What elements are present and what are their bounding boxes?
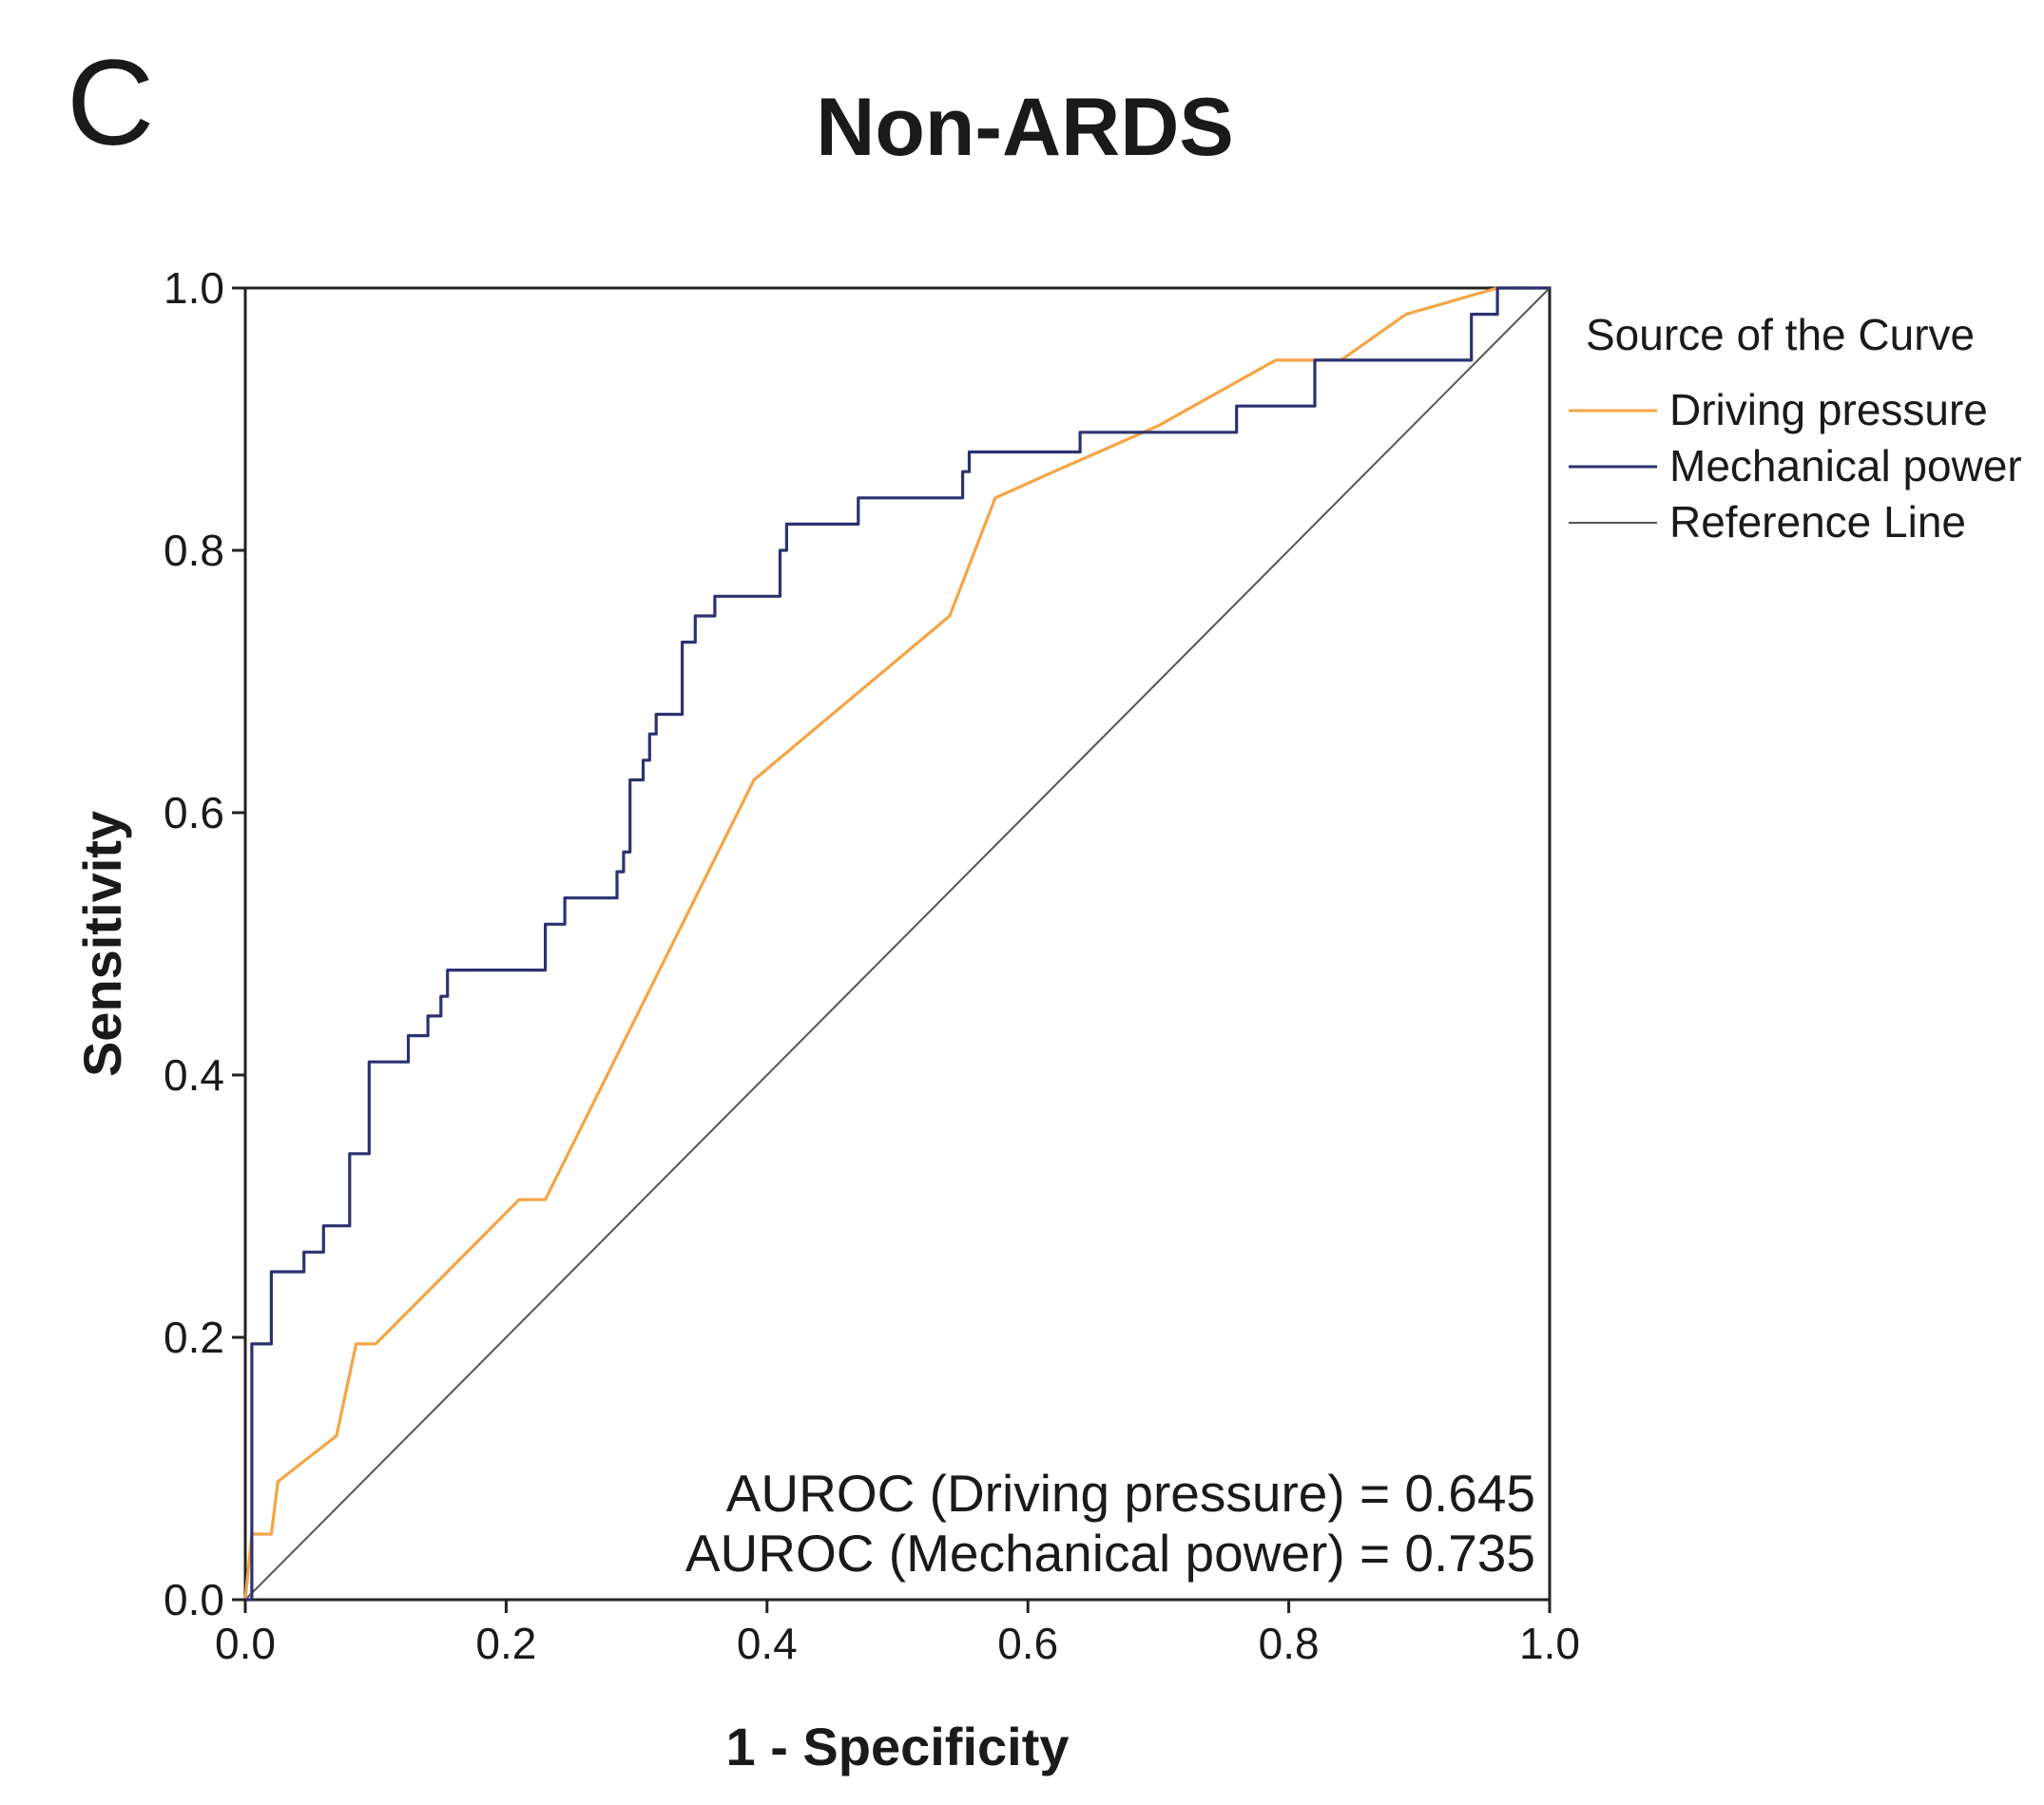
panel-label: C xyxy=(67,35,154,171)
chart-title: Non-ARDS xyxy=(816,82,1234,173)
x-tick-label: 1.0 xyxy=(1519,1619,1580,1668)
x-tick-label: 0.2 xyxy=(475,1619,536,1668)
x-tick-label: 0.6 xyxy=(997,1619,1058,1668)
y-tick-label: 0.6 xyxy=(164,788,224,837)
y-tick-label: 0.0 xyxy=(164,1575,224,1624)
auroc-mechanical-power: AUROC (Mechanical power) = 0.735 xyxy=(685,1524,1535,1583)
y-tick-label: 1.0 xyxy=(164,263,224,313)
legend-title: Source of the Curve xyxy=(1586,310,1975,359)
y-tick-label: 0.4 xyxy=(164,1050,224,1100)
y-tick-label: 0.8 xyxy=(164,526,224,575)
y-axis-label: Sensitivity xyxy=(72,811,132,1077)
plot-area: 0.0 0.2 0.4 0.6 0.8 1.0 0.0 0.2 0.4 0.6 0.8 1.0 xyxy=(164,263,1580,1668)
plot-frame xyxy=(243,286,1552,1602)
series-layer xyxy=(243,286,1551,1602)
x-axis-label: 1 - Specificity xyxy=(725,1717,1069,1776)
legend-entry-mechanical-power: Mechanical power xyxy=(1669,441,2022,490)
x-axis: 0.0 0.2 0.4 0.6 0.8 1.0 xyxy=(215,1600,1580,1668)
auroc-driving-pressure: AUROC (Driving pressure) = 0.645 xyxy=(726,1464,1535,1523)
x-tick-label: 0.8 xyxy=(1259,1619,1320,1668)
y-axis: 0.0 0.2 0.4 0.6 0.8 1.0 xyxy=(164,263,245,1624)
x-tick-label: 0.0 xyxy=(215,1619,276,1668)
legend-entry-reference-line: Reference Line xyxy=(1669,497,1966,547)
x-tick-label: 0.4 xyxy=(737,1619,798,1668)
legend: Source of the Curve Driving pressure Mec… xyxy=(1569,310,2022,547)
reference-line-curve xyxy=(244,287,1551,1601)
y-tick-label: 0.2 xyxy=(164,1313,224,1362)
legend-entry-driving-pressure: Driving pressure xyxy=(1669,385,1988,434)
mechanical-power-curve xyxy=(245,286,1550,1602)
